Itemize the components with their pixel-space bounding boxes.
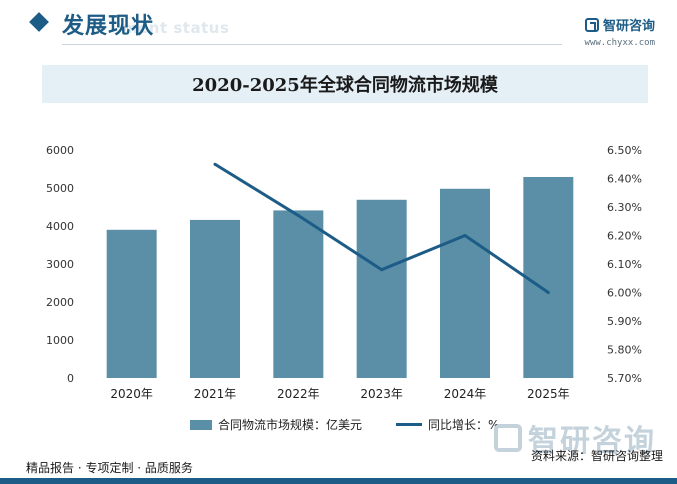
y-right-tick-label: 6.40% xyxy=(607,173,642,186)
y-left-tick-label: 3000 xyxy=(46,258,74,271)
line-point xyxy=(296,214,300,218)
footer-slogan: 精品报告 · 专项定制 · 品质服务 xyxy=(26,461,193,475)
y-right-tick-label: 6.50% xyxy=(607,144,642,157)
chart-title-bar: 2020-2025年全球合同物流市场规模 xyxy=(42,65,648,103)
bottom-bar xyxy=(0,478,677,484)
header-divider xyxy=(62,44,562,45)
legend: 合同物流市场规模：亿美元 同比增长：% xyxy=(190,416,499,433)
y-left-tick-label: 2000 xyxy=(46,296,74,309)
y-left-tick-label: 5000 xyxy=(46,182,74,195)
x-tick-label: 2025年 xyxy=(527,387,570,401)
watermark-text: 智研咨询 xyxy=(528,424,656,459)
y-left-tick-label: 6000 xyxy=(46,144,74,157)
y-right-tick-label: 6.00% xyxy=(607,287,642,300)
x-tick-label: 2021年 xyxy=(194,387,237,401)
footer-source: 资料来源：智研咨询整理 xyxy=(530,449,663,463)
y-right-tick-label: 5.90% xyxy=(607,315,642,328)
bar xyxy=(273,210,324,378)
y-right-tick-label: 6.10% xyxy=(607,258,642,271)
watermark: 智研咨询 xyxy=(494,416,656,460)
right-axis: 5.70% 5.80% 5.90% 6.00% 6.10% 6.20% 6.30% 6.40%… xyxy=(607,144,642,385)
bar xyxy=(440,188,490,378)
brand: 智研咨询 www.chyxx.com xyxy=(585,15,655,48)
legend-swatch-bar xyxy=(190,419,212,430)
x-axis: 2020年 2021年 2022年 2023年 2024年 2025年 xyxy=(110,387,569,401)
section-subtitle: ment status xyxy=(122,19,230,37)
section-title: 发展现状 xyxy=(62,14,155,39)
line-point xyxy=(546,291,550,294)
x-tick-label: 2020年 xyxy=(110,387,153,401)
line-point xyxy=(213,162,217,166)
x-tick-label: 2022年 xyxy=(277,387,320,401)
bar xyxy=(106,229,157,378)
y-left-tick-label: 4000 xyxy=(46,220,74,233)
chart-title: 2020-2025年全球合同物流市场规模 xyxy=(192,75,498,96)
y-right-tick-label: 5.80% xyxy=(607,344,642,357)
legend-item-bar: 合同物流市场规模：亿美元 xyxy=(190,416,362,433)
brand-url: www.chyxx.com xyxy=(584,37,655,48)
brand-logo: 智研咨询 xyxy=(584,15,655,34)
y-right-tick-label: 6.20% xyxy=(607,230,642,243)
line-point xyxy=(463,234,467,237)
y-right-tick-label: 6.30% xyxy=(607,201,642,214)
legend-item-line: 同比增长：% xyxy=(396,416,499,433)
left-axis: 0 1000 2000 3000 4000 5000 6000 xyxy=(46,144,74,385)
brand-logo-icon xyxy=(584,17,599,32)
bar xyxy=(523,176,574,378)
bar xyxy=(356,199,407,378)
x-tick-label: 2024年 xyxy=(444,387,487,401)
legend-label-line: 同比增长：% xyxy=(428,418,500,432)
line-point xyxy=(380,268,384,272)
legend-label-bar: 合同物流市场规模：亿美元 xyxy=(218,418,363,432)
brand-name: 智研咨询 xyxy=(602,19,655,34)
bar-series xyxy=(106,176,574,378)
header: ment status 发展现状 智研咨询 www.chyxx.com xyxy=(0,0,677,50)
y-right-tick-label: 5.70% xyxy=(607,372,642,385)
y-left-tick-label: 1000 xyxy=(46,334,74,347)
legend-swatch-line xyxy=(396,423,423,426)
watermark-logo-icon xyxy=(494,424,522,452)
bar xyxy=(190,219,240,378)
line-series xyxy=(213,162,550,294)
y-left-tick-label: 0 xyxy=(67,372,74,385)
x-tick-label: 2023年 xyxy=(360,387,403,401)
